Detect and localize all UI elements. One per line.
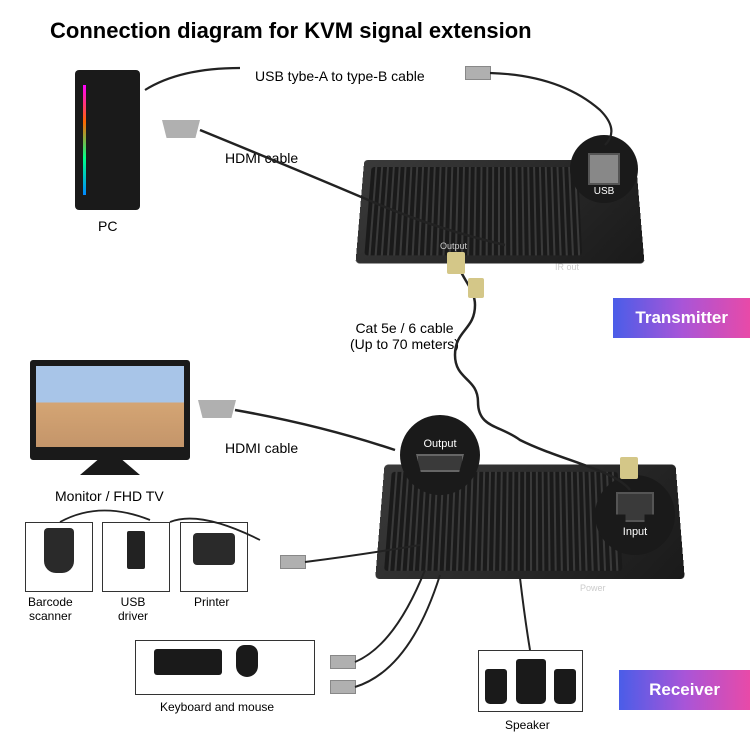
printer-icon [193,533,235,565]
speaker-left-icon [485,669,507,704]
monitor-label: Monitor / FHD TV [55,488,164,504]
receiver-badge: Receiver [619,670,750,710]
cat-cable-label: Cat 5e / 6 cable (Up to 70 meters) [350,320,459,352]
barcode-label: Barcode scanner [28,595,73,623]
transmitter-badge: Transmitter [613,298,750,338]
speaker-label: Speaker [505,718,550,732]
input-port-label: Input [623,526,647,538]
keyboard-mouse-label: Keyboard and mouse [160,700,274,714]
ethernet-input-detail: Input [595,475,675,555]
hdmi-cable-top-label: HDMI cable [225,150,298,166]
receiver-text: Receiver [649,680,720,699]
usb-plug-kb2 [330,680,356,694]
usb-plug-row [280,555,306,569]
usb-driver-label: USB driver [118,595,148,623]
pc-rgb-strip [83,85,86,195]
hdmi-plug-top [162,120,200,138]
ir-out-label: IR out [555,262,579,272]
device-fins [364,167,582,255]
tx-output-small-label: Output [440,241,467,251]
pc-tower-icon [75,70,140,210]
usb-plug-kb1 [330,655,356,669]
monitor-icon [30,360,190,460]
usb-stick-icon [127,531,145,569]
usb-plug-top [465,66,491,80]
mouse-icon [236,645,258,677]
power-label: Power [580,583,606,593]
usb-port-detail: USB [570,135,638,203]
keyboard-icon [154,649,222,675]
scanner-icon [44,528,74,573]
diagram-title: Connection diagram for KVM signal extens… [50,18,532,44]
speaker-main-icon [516,659,546,704]
hdmi-output-detail: Output [400,415,480,495]
speaker-box [478,650,583,712]
speaker-right-icon [554,669,576,704]
pc-label: PC [98,218,117,234]
monitor-screen [36,366,184,447]
hdmi-cable-mid-label: HDMI cable [225,440,298,456]
barcode-scanner-box [25,522,93,592]
printer-label: Printer [194,595,229,609]
monitor-stand [80,457,140,475]
ethernet-port-icon [616,492,654,522]
output-port-label: Output [423,438,456,450]
usb-driver-box [102,522,170,592]
usb-port-label: USB [594,186,615,197]
printer-box [180,522,248,592]
usb-b-port-icon [588,153,620,185]
usb-cable-label: USB tybe-A to type-B cable [255,68,425,84]
transmitter-text: Transmitter [635,308,728,327]
hdmi-plug-mid [198,400,236,418]
keyboard-mouse-box [135,640,315,695]
hdmi-port-icon [416,454,464,472]
